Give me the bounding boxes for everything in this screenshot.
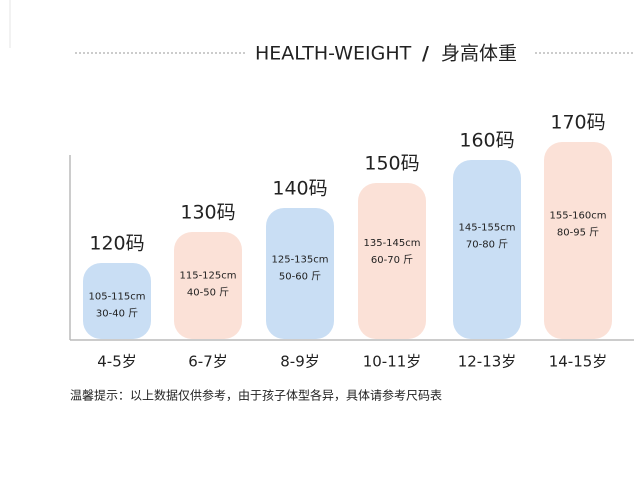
size-label: 140码 bbox=[272, 178, 327, 200]
age-label: 4-5岁 bbox=[97, 353, 137, 371]
size-label: 150码 bbox=[364, 153, 419, 175]
height-range: 145-155cm bbox=[458, 222, 515, 233]
title-en: HEALTH-WEIGHT bbox=[255, 43, 412, 65]
age-label: 6-7岁 bbox=[188, 353, 228, 371]
weight-range: 40-50 斤 bbox=[187, 287, 229, 299]
bar bbox=[544, 142, 612, 339]
age-label: 8-9岁 bbox=[280, 353, 320, 371]
age-label: 10-11岁 bbox=[363, 353, 422, 371]
height-range: 105-115cm bbox=[88, 291, 145, 302]
size-label: 120码 bbox=[89, 233, 144, 255]
bar bbox=[174, 232, 242, 339]
footnote: 温馨提示：以上数据仅供参考，由于孩子体型各异，具体请参考尺码表 bbox=[70, 388, 442, 403]
height-range: 125-135cm bbox=[271, 255, 328, 266]
age-label: 14-15岁 bbox=[549, 353, 608, 371]
weight-range: 30-40 斤 bbox=[96, 307, 138, 319]
age-label: 12-13岁 bbox=[458, 353, 517, 371]
height-range: 115-125cm bbox=[179, 271, 236, 282]
size-label: 130码 bbox=[180, 202, 235, 224]
bar bbox=[358, 183, 426, 339]
title-cn: 身高体重 bbox=[441, 43, 517, 65]
weight-range: 60-70 斤 bbox=[371, 254, 413, 266]
size-label: 170码 bbox=[550, 112, 605, 134]
bar bbox=[453, 160, 521, 339]
weight-range: 50-60 斤 bbox=[279, 271, 321, 283]
height-range: 155-160cm bbox=[549, 210, 606, 221]
size-label: 160码 bbox=[459, 130, 514, 152]
height-range: 135-145cm bbox=[363, 238, 420, 249]
weight-range: 70-80 斤 bbox=[466, 238, 508, 250]
bar bbox=[266, 208, 334, 339]
title-separator: / bbox=[422, 43, 429, 65]
weight-range: 80-95 斤 bbox=[557, 226, 599, 238]
bar bbox=[83, 263, 151, 339]
